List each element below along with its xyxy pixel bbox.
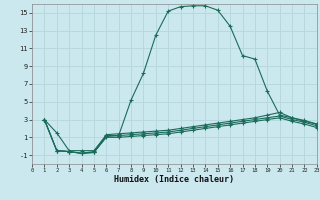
X-axis label: Humidex (Indice chaleur): Humidex (Indice chaleur): [115, 175, 234, 184]
